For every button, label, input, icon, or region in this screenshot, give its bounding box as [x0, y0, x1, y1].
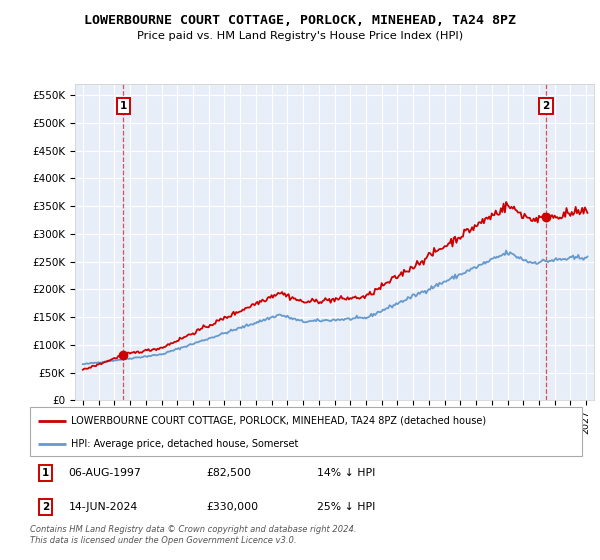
Text: Price paid vs. HM Land Registry's House Price Index (HPI): Price paid vs. HM Land Registry's House … [137, 31, 463, 41]
Text: £82,500: £82,500 [206, 468, 251, 478]
Text: LOWERBOURNE COURT COTTAGE, PORLOCK, MINEHEAD, TA24 8PZ (detached house): LOWERBOURNE COURT COTTAGE, PORLOCK, MINE… [71, 416, 487, 426]
Text: 1: 1 [42, 468, 49, 478]
Text: 1: 1 [120, 101, 127, 111]
FancyBboxPatch shape [30, 407, 582, 456]
Text: 2: 2 [42, 502, 49, 512]
Text: 25% ↓ HPI: 25% ↓ HPI [317, 502, 376, 512]
Text: £330,000: £330,000 [206, 502, 259, 512]
Text: 06-AUG-1997: 06-AUG-1997 [68, 468, 142, 478]
Text: HPI: Average price, detached house, Somerset: HPI: Average price, detached house, Some… [71, 439, 299, 449]
Text: 14% ↓ HPI: 14% ↓ HPI [317, 468, 376, 478]
Text: 14-JUN-2024: 14-JUN-2024 [68, 502, 138, 512]
Text: 2: 2 [542, 101, 550, 111]
Text: Contains HM Land Registry data © Crown copyright and database right 2024.
This d: Contains HM Land Registry data © Crown c… [30, 525, 356, 545]
Text: LOWERBOURNE COURT COTTAGE, PORLOCK, MINEHEAD, TA24 8PZ: LOWERBOURNE COURT COTTAGE, PORLOCK, MINE… [84, 14, 516, 27]
